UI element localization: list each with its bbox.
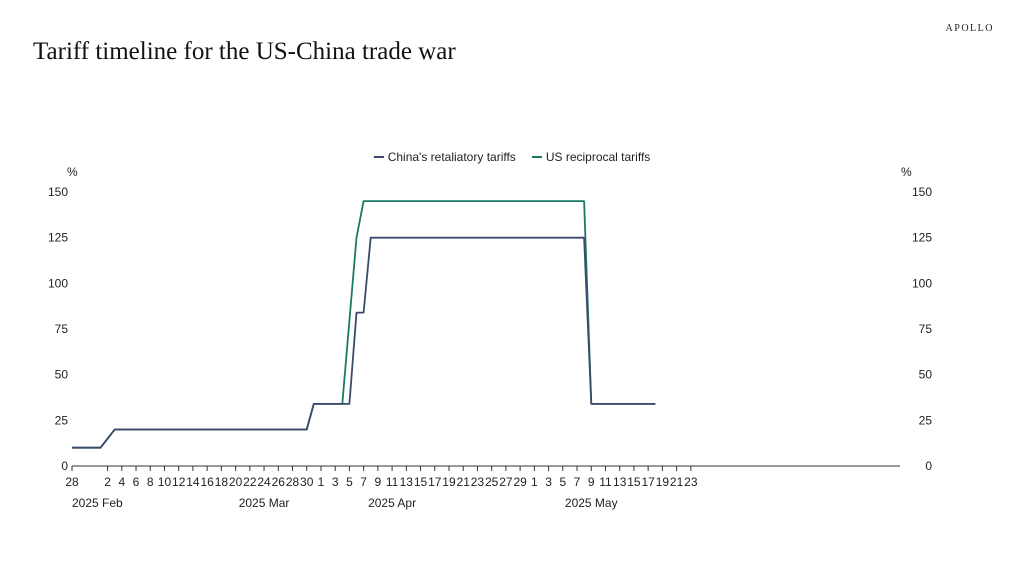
x-month-label: 2025 Apr: [368, 496, 416, 510]
y-tick-label-left: 100: [48, 276, 68, 290]
legend-item-us: US reciprocal tariffs: [531, 150, 651, 164]
x-tick-label: 18: [215, 475, 229, 489]
y-unit-label-left: %: [67, 165, 78, 179]
y-tick-label-right: 150: [912, 185, 932, 199]
x-month-label: 2025 Mar: [239, 496, 290, 510]
x-tick-label: 7: [360, 475, 367, 489]
y-tick-label-left: 25: [55, 413, 69, 427]
x-tick-label: 27: [499, 475, 513, 489]
y-tick-label-right: 25: [919, 413, 933, 427]
x-tick-label: 1: [318, 475, 325, 489]
series-group: [72, 200, 656, 449]
x-tick-label: 3: [545, 475, 552, 489]
legend-item-china: China's retaliatory tariffs: [373, 150, 516, 164]
y-tick-label-right: 50: [919, 368, 933, 382]
legend-label-china: China's retaliatory tariffs: [387, 150, 516, 164]
x-month-label: 2025 Feb: [72, 496, 123, 510]
y-tick-label-right: 125: [912, 231, 932, 245]
y-unit-label-right: %: [901, 165, 912, 179]
x-tick-label: 5: [559, 475, 566, 489]
x-tick-label: 17: [641, 475, 655, 489]
brand-logo: APOLLO: [945, 23, 994, 34]
y-axis-right: % 0 25 50 75 100 125 150: [901, 165, 932, 473]
x-tick-label: 7: [574, 475, 581, 489]
x-tick-label: 5: [346, 475, 353, 489]
x-tick-label: 9: [588, 475, 595, 489]
y-tick-label-right: 75: [919, 322, 933, 336]
y-tick-label-left: 125: [48, 231, 68, 245]
x-tick-label: 6: [133, 475, 140, 489]
x-tick-label: 28: [65, 475, 79, 489]
x-tick-label: 23: [471, 475, 485, 489]
y-axis-left: % 0 25 50 75 100 125 150: [48, 165, 78, 473]
x-tick-label: 11: [386, 475, 399, 489]
y-tick-label-right: 0: [925, 459, 932, 473]
x-tick-label: 10: [158, 475, 172, 489]
y-tick-label-left: 50: [55, 368, 69, 382]
y-tick-label-left: 150: [48, 185, 68, 199]
series-line-china: [72, 236, 656, 449]
x-tick-label: 25: [485, 475, 499, 489]
page-title: Tariff timeline for the US-China trade w…: [33, 38, 456, 65]
y-tick-label-left: 0: [61, 459, 68, 473]
x-tick-label: 24: [257, 475, 271, 489]
x-tick-label: 2: [104, 475, 111, 489]
x-tick-label: 16: [200, 475, 214, 489]
x-tick-label: 13: [400, 475, 414, 489]
legend-label-us: US reciprocal tariffs: [545, 150, 651, 164]
x-tick-label: 4: [118, 475, 125, 489]
x-tick-label: 21: [457, 475, 471, 489]
x-tick-label: 30: [300, 475, 314, 489]
x-tick-label: 21: [670, 475, 684, 489]
chart-legend: China's retaliatory tariffs US reciproca…: [0, 150, 1024, 164]
y-tick-label-right: 100: [912, 276, 932, 290]
x-tick-label: 19: [442, 475, 456, 489]
x-tick-label: 14: [186, 475, 200, 489]
x-tick-label: 29: [513, 475, 527, 489]
x-tick-label: 23: [684, 475, 698, 489]
x-tick-label: 8: [147, 475, 154, 489]
x-tick-label: 26: [272, 475, 286, 489]
x-tick-label: 13: [613, 475, 627, 489]
x-tick-label: 1: [531, 475, 538, 489]
x-axis: 28 2 4 6 8 10 12 14 16 18 20 22 24 26 28 30 1 3 5 7 9 11 13 15 1…: [65, 465, 900, 510]
legend-swatch-china: [373, 156, 384, 158]
x-tick-label: 22: [243, 475, 257, 489]
x-tick-label: 15: [414, 475, 428, 489]
x-tick-label: 28: [286, 475, 300, 489]
x-tick-label: 9: [375, 475, 382, 489]
x-tick-label: 11: [599, 475, 612, 489]
x-tick-label: 15: [627, 475, 641, 489]
x-tick-label: 12: [172, 475, 186, 489]
x-tick-label: 17: [428, 475, 442, 489]
x-tick-label: 19: [656, 475, 670, 489]
x-month-label: 2025 May: [565, 496, 618, 510]
x-tick-label: 20: [229, 475, 243, 489]
y-tick-label-left: 75: [55, 322, 69, 336]
x-tick-label: 3: [332, 475, 339, 489]
legend-swatch-us: [531, 156, 542, 158]
